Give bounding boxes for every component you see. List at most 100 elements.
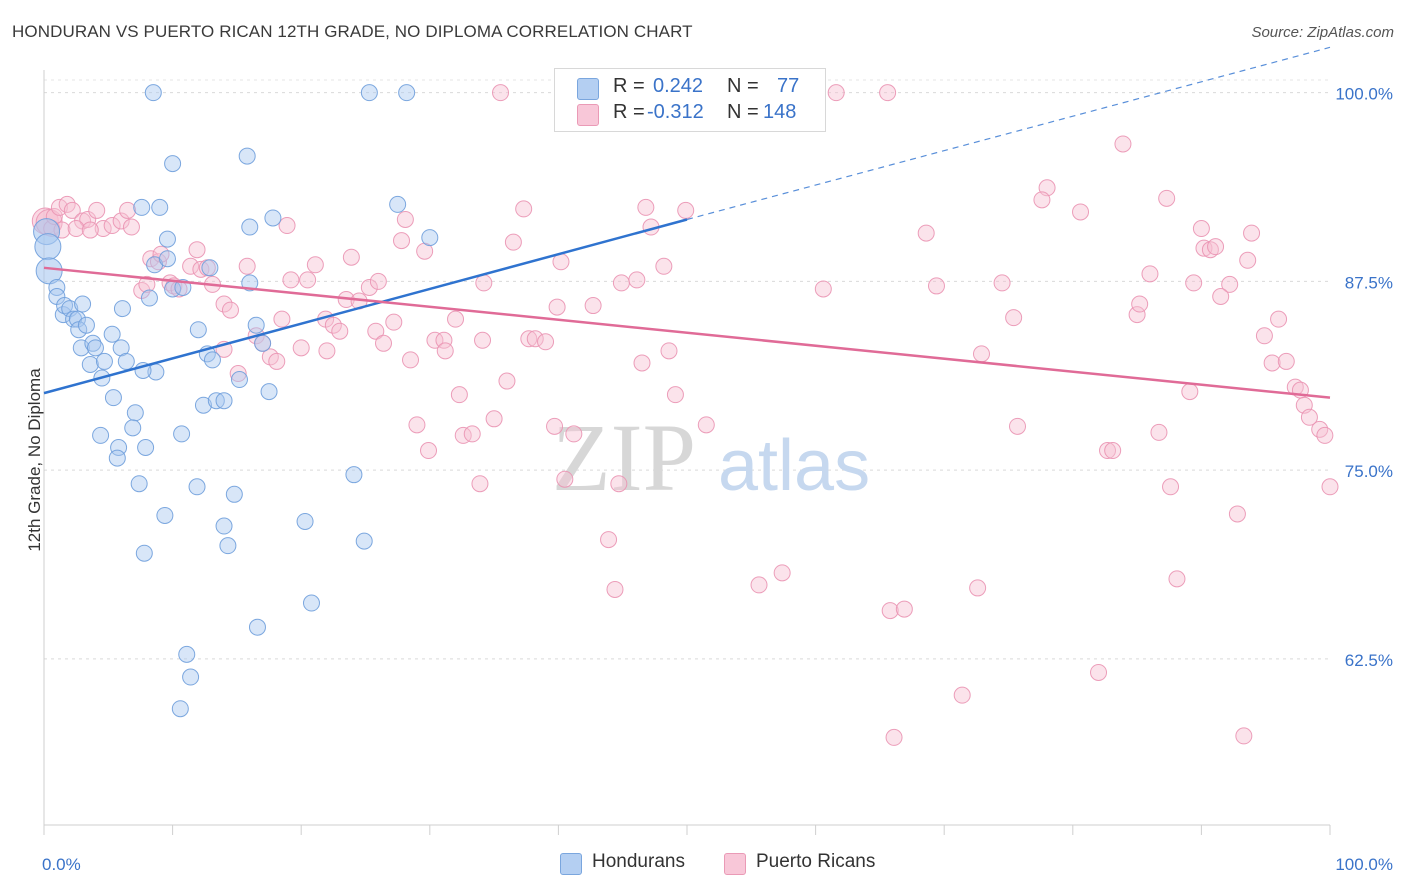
honduran-point [158, 230, 176, 248]
honduran-point [238, 147, 256, 165]
honduran-point [248, 618, 266, 636]
gridlines [44, 79, 1330, 660]
legend-n-label: N = [727, 101, 759, 123]
puerto-rican-point [885, 728, 903, 746]
puerto-rican-point [408, 416, 426, 434]
puerto-rican-point [1033, 191, 1051, 209]
y-tick-label: 62.5% [1345, 651, 1393, 670]
chart-title: HONDURAN VS PUERTO RICAN 12TH GRADE, NO … [12, 22, 693, 41]
trend-lines [43, 46, 1331, 399]
puerto-rican-point [282, 271, 300, 289]
x-tick-labels: 0.0% 100.0% [42, 855, 1393, 874]
honduran-point [219, 537, 237, 555]
honduran-point [178, 645, 196, 663]
puerto-rican-point [94, 220, 112, 238]
puerto-rican-point [112, 212, 130, 230]
puerto-rican-point [1072, 203, 1090, 221]
honduran-point [296, 512, 314, 530]
puerto-rican-point [612, 274, 630, 292]
puerto-rican-point [526, 330, 544, 348]
puerto-rican-point [182, 257, 200, 275]
honduran-point [95, 352, 113, 370]
puerto-rican-point [1128, 306, 1146, 324]
puerto-rican-point [666, 386, 684, 404]
puerto-rican-point [420, 442, 438, 460]
puerto-rican-point [1207, 238, 1225, 256]
honduran-point [126, 404, 144, 422]
puerto-rican-point [188, 241, 206, 259]
y-tick-labels: 100.0% 87.5% 75.0% 62.5% [1335, 85, 1393, 670]
puerto-rican-point [119, 201, 137, 219]
puerto-rican-point [1131, 295, 1149, 313]
puerto-rican-point [1158, 189, 1176, 207]
honduran-point [241, 218, 259, 236]
y-tick-label: 75.0% [1345, 462, 1393, 481]
puerto-rican-trend-line [43, 266, 1331, 399]
puerto-rican-point [1221, 275, 1239, 293]
watermark: ZIP atlas [552, 404, 870, 511]
puerto-rican-point [1316, 426, 1334, 444]
puerto-rican-point [238, 257, 256, 275]
honduran-point [135, 544, 153, 562]
honduran-point [74, 295, 92, 313]
puerto-rican-point [1235, 727, 1253, 745]
honduran-trend-line [43, 218, 688, 395]
puerto-rican-point [1104, 442, 1122, 460]
puerto-rican-point [81, 221, 99, 239]
puerto-rican-point [306, 256, 324, 274]
puerto-rican-point [556, 470, 574, 488]
puerto-rican-point [637, 198, 655, 216]
puerto-rican-point [450, 386, 468, 404]
puerto-rican-point [342, 248, 360, 266]
axes [43, 70, 1331, 835]
honduran-point [84, 334, 102, 352]
honduran-point [360, 84, 378, 102]
puerto-rican-point [229, 365, 247, 383]
puerto-rican-point [498, 372, 516, 390]
puerto-rican-point [1009, 417, 1027, 435]
puerto-rican-point [426, 331, 444, 349]
puerto-rican-point [1201, 241, 1219, 259]
puerto-rican-point [1005, 309, 1023, 327]
puerto-rican-point [103, 217, 121, 235]
puerto-rican-point [385, 313, 403, 331]
honduran-point [144, 84, 162, 102]
honduran-point [158, 250, 176, 268]
puerto-rican-point [138, 275, 156, 293]
legend-swatch-blue [577, 78, 599, 100]
y-tick-label: 100.0% [1335, 85, 1393, 104]
honduran-point [108, 449, 126, 467]
honduran-point [241, 274, 259, 292]
puerto-rican-point [1168, 570, 1186, 588]
puerto-rican-point [827, 84, 845, 102]
honduran-point [201, 259, 219, 277]
puerto-rican-point [192, 260, 210, 278]
legend-row-puerto-ricans: R = -0.312 N = 148 [555, 101, 825, 127]
puerto-rican-point [1243, 224, 1261, 242]
honduran-point [130, 475, 148, 493]
honduran-point [86, 339, 104, 357]
puerto-rican-point [655, 257, 673, 275]
legend-r-value-hondurans: 0.242 [653, 75, 704, 97]
honduran-point [225, 485, 243, 503]
puerto-rican-point [633, 354, 651, 372]
puerto-rican-point [1277, 352, 1295, 370]
puerto-rican-point [292, 339, 310, 357]
puerto-rican-point [79, 210, 97, 228]
honduran-point [264, 209, 282, 227]
puerto-rican-point [1150, 423, 1168, 441]
puerto-rican-point [504, 233, 522, 251]
puerto-rican-point [331, 322, 349, 340]
puerto-rican-point [485, 410, 503, 428]
honduran-point [355, 532, 373, 550]
bottom-legend-label-puerto-ricans: Puerto Ricans [756, 851, 876, 872]
puerto-rican-point [1114, 135, 1132, 153]
puerto-rican-point [1192, 220, 1210, 238]
puerto-rican-point [677, 201, 695, 219]
puerto-rican-point [396, 210, 414, 228]
honduran-point [254, 334, 272, 352]
puerto-rican-point [1228, 505, 1246, 523]
honduran-point [164, 155, 182, 173]
puerto-rican-point [1212, 288, 1230, 305]
legend-row-hondurans: R = 0.242 N = 77 [555, 75, 825, 101]
